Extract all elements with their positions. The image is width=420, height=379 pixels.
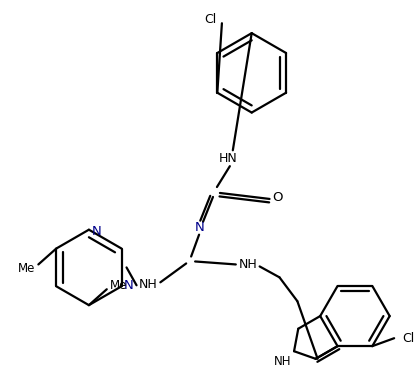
Text: N: N — [195, 221, 205, 234]
Text: Cl: Cl — [402, 332, 415, 345]
Text: HN: HN — [218, 152, 237, 165]
Text: Me: Me — [110, 279, 127, 292]
Text: NH: NH — [139, 278, 158, 291]
Text: Cl: Cl — [204, 13, 216, 26]
Text: O: O — [272, 191, 283, 204]
Text: N: N — [92, 225, 102, 238]
Text: NH: NH — [238, 258, 257, 271]
Text: Me: Me — [18, 262, 35, 275]
Text: N: N — [123, 279, 134, 292]
Text: NH: NH — [273, 355, 291, 368]
